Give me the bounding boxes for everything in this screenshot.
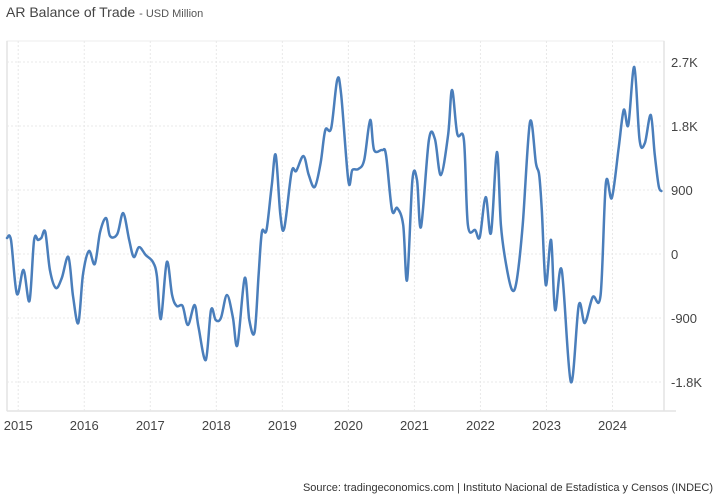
chart-subtitle-text: USD Million — [145, 8, 204, 20]
x-tick-label: 2019 — [268, 418, 297, 433]
chart-title: AR Balance of Trade - USD Million — [6, 4, 203, 20]
x-tick-label: 2017 — [136, 418, 165, 433]
x-tick-label: 2023 — [532, 418, 561, 433]
x-tick-label: 2018 — [202, 418, 231, 433]
y-tick-label: 0 — [671, 247, 678, 262]
x-tick-label: 2015 — [4, 418, 33, 433]
x-tick-label: 2020 — [334, 418, 363, 433]
y-tick-label: -1.8K — [671, 375, 702, 390]
y-axis: 2.7K 1.8K 900 0 -900 -1.8K — [671, 55, 702, 390]
y-tick-label: 1.8K — [671, 119, 698, 134]
chart-subtitle: - USD Million — [139, 8, 204, 20]
series — [5, 65, 663, 384]
y-tick-label: 2.7K — [671, 55, 698, 70]
x-tick-label: 2016 — [70, 418, 99, 433]
x-axis: 2015 2016 2017 2018 2019 2020 2021 2022 2023 2024 — [4, 418, 627, 433]
x-tick-label: 2024 — [598, 418, 627, 433]
y-tick-label: 900 — [671, 183, 693, 198]
series-line — [5, 65, 663, 384]
x-tick-label: 2022 — [466, 418, 495, 433]
chart-title-text: AR Balance of Trade — [6, 4, 136, 20]
x-tick-label: 2021 — [400, 418, 429, 433]
source-note: Source: tradingeconomics.com | Instituto… — [302, 482, 713, 494]
y-tick-label: -900 — [671, 311, 697, 326]
